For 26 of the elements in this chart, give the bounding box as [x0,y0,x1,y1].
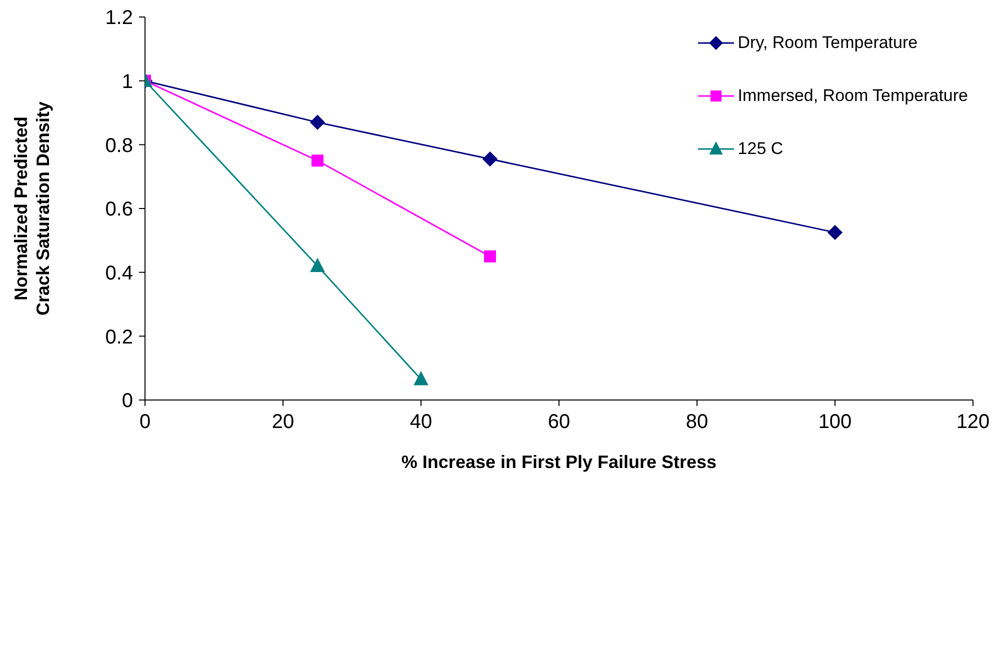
y-tick-label: 0.4 [105,262,133,284]
point [482,152,498,166]
y-tick-label: 0.6 [105,198,133,221]
legend-label: Immersed, Room Temperature [738,86,968,106]
y-tick-label: 1.2 [105,7,133,30]
point [828,225,842,240]
x-tick-label: 0 [139,411,151,434]
legend-label: Dry, Room Temperature [738,33,918,53]
y-tick-label: 0.2 [105,326,133,348]
point [310,114,325,130]
x-axis-title: % Increase in First Ply Failure Stress [401,452,717,472]
point [310,258,325,272]
x-tick-label: 80 [686,411,708,434]
x-tick-label: 120 [956,411,990,434]
point [484,250,496,262]
x-tick-label: 40 [410,411,432,434]
y-tick-label: 0.8 [105,134,133,157]
y-tick-label: 0 [122,390,133,412]
y-tick-label: 1 [122,70,133,93]
x-tick-label: 60 [548,411,570,434]
point [414,372,428,386]
y-axis-title: Normalized Predicted Crack Saturation Density [11,101,53,316]
legend-label: 125 C [738,139,784,159]
point [312,154,324,167]
x-tick-label: 100 [818,411,852,434]
x-tick-label: 20 [272,411,294,434]
